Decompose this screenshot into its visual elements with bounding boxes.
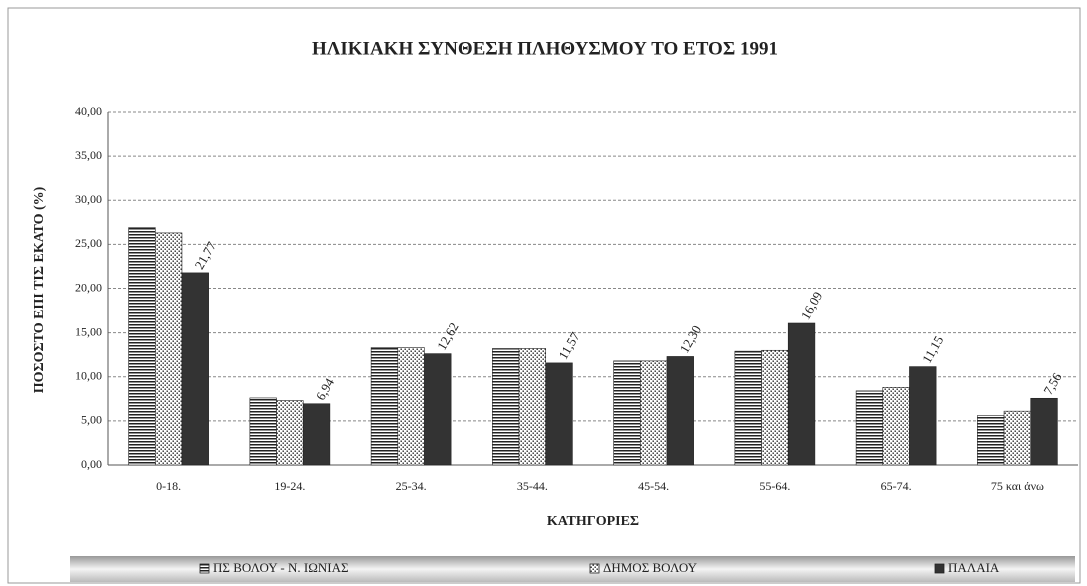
bar xyxy=(734,350,762,466)
x-tick-label: 35-44. xyxy=(517,479,548,493)
y-tick-label: 10,00 xyxy=(75,369,102,383)
y-tick-label: 20,00 xyxy=(75,280,102,294)
x-tick-label: 0-18. xyxy=(156,479,181,493)
bar xyxy=(518,348,547,466)
bar xyxy=(181,272,209,466)
x-tick-label: 55-64. xyxy=(759,479,790,493)
bar xyxy=(249,397,277,466)
bar xyxy=(761,349,789,466)
x-tick-label: 45-54. xyxy=(638,479,669,493)
bar xyxy=(370,347,399,466)
bar xyxy=(545,362,573,466)
y-tick-label: 5,00 xyxy=(81,413,102,427)
data-label: 12,30 xyxy=(676,323,704,356)
bar xyxy=(882,387,910,466)
y-tick-label: 30,00 xyxy=(75,192,102,206)
legend-swatch xyxy=(589,563,600,574)
x-tick-label: 25-34. xyxy=(396,479,427,493)
y-tick-label: 35,00 xyxy=(75,148,102,162)
legend-label: ΠΑΛΑΙΑ xyxy=(948,560,1000,575)
bar xyxy=(1003,410,1032,466)
x-axis-label: ΚΑΤΗΓΟΡΙΕΣ xyxy=(547,514,639,529)
bar xyxy=(613,360,641,466)
x-tick-label: 65-74. xyxy=(881,479,912,493)
bar xyxy=(276,400,304,466)
data-label: 21,77 xyxy=(191,239,219,272)
legend-box xyxy=(70,556,1075,582)
y-tick-label: 40,00 xyxy=(75,104,102,118)
bar xyxy=(154,232,183,466)
bar xyxy=(639,360,668,466)
legend-swatch xyxy=(199,563,210,574)
bar xyxy=(492,348,520,466)
data-label: 16,09 xyxy=(798,289,826,322)
data-label: 11,15 xyxy=(919,333,946,365)
bar xyxy=(424,353,452,466)
bar xyxy=(666,356,694,466)
bar xyxy=(909,366,937,466)
data-label: 11,57 xyxy=(555,329,583,362)
y-axis-label: ΠΟΣΟΣΤΟ ΕΠΙ ΤΙΣ ΕΚΑΤΟ (%) xyxy=(32,186,47,393)
bar xyxy=(302,403,331,466)
x-tick-label: 19-24. xyxy=(274,479,305,493)
legend-swatch xyxy=(934,563,945,574)
legend-label: ΠΣ ΒΟΛΟΥ - Ν. ΙΩΝΙΑΣ xyxy=(213,560,349,575)
y-tick-label: 15,00 xyxy=(75,324,102,338)
bar xyxy=(787,322,816,466)
y-tick-label: 0,00 xyxy=(81,457,102,471)
bar xyxy=(855,390,884,466)
bar xyxy=(977,415,1005,466)
data-label: 7,56 xyxy=(1040,370,1065,398)
y-tick-label: 25,00 xyxy=(75,236,102,250)
chart-frame xyxy=(7,7,1081,584)
data-label: 6,94 xyxy=(313,375,338,403)
bar xyxy=(397,347,425,466)
chart-title: ΗΛΙΚΙΑΚΗ ΣΥΝΘΕΣΗ ΠΛΗΘΥΣΜΟΥ ΤΟ ΕΤΟΣ 1991 xyxy=(312,38,778,59)
bar xyxy=(128,227,156,466)
x-tick-label: 75 και άνω xyxy=(991,479,1044,493)
bar xyxy=(1030,397,1058,466)
data-label: 12,62 xyxy=(434,320,462,353)
legend-label: ΔΗΜΟΣ ΒΟΛΟΥ xyxy=(603,560,698,575)
